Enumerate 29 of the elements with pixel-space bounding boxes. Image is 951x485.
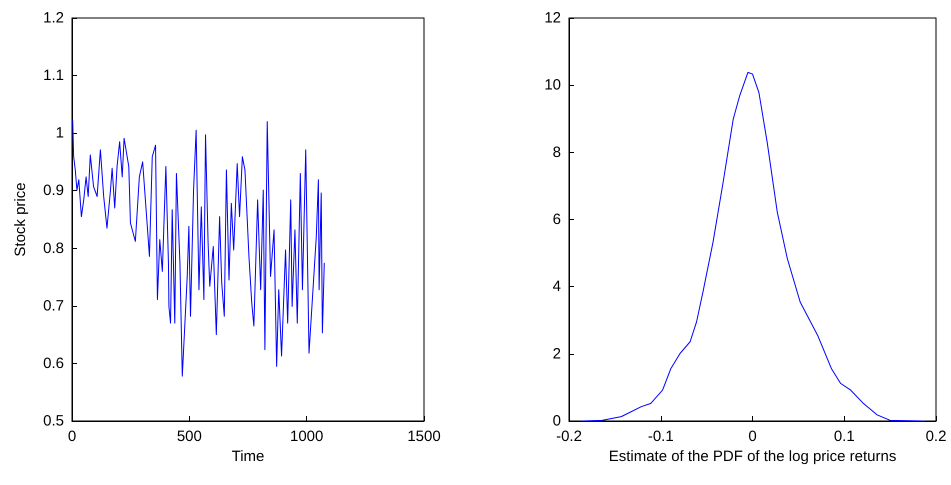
x-axis-title: Estimate of the PDF of the log price returns xyxy=(608,448,896,465)
x-axis-title: Time xyxy=(232,448,264,465)
y-tick-label: 0.7 xyxy=(43,297,64,314)
y-tick-label: 6 xyxy=(552,211,561,228)
x-tick-label: 1000 xyxy=(290,428,324,445)
y-tick-label: 4 xyxy=(552,278,561,296)
line-series xyxy=(581,72,925,422)
y-tick-label: 0.5 xyxy=(43,412,64,430)
x-tick-label: 0.2 xyxy=(926,428,946,445)
x-tick-label: 0 xyxy=(748,428,757,445)
y-axis-title: Stock price xyxy=(12,182,29,257)
x-tick-label: 0.1 xyxy=(834,428,855,445)
y-tick-label: 0 xyxy=(552,412,561,430)
y-tick-label: 0.6 xyxy=(43,354,64,372)
x-tick-label: 1500 xyxy=(407,428,441,445)
y-tick-label: 12 xyxy=(544,10,561,26)
y-tick-label: 2 xyxy=(552,345,561,362)
line-series xyxy=(72,120,325,377)
y-tick-label: 1.1 xyxy=(43,67,64,84)
x-tick-label: 500 xyxy=(176,428,202,445)
y-tick-label: 10 xyxy=(544,76,561,94)
x-tick-label: -0.2 xyxy=(556,428,582,445)
y-tick-label: 8 xyxy=(552,144,561,161)
y-tick-label: 0.8 xyxy=(43,240,64,257)
y-tick-label: 1.2 xyxy=(43,10,64,26)
x-tick-label: 0 xyxy=(68,428,76,445)
y-tick-label: 0.9 xyxy=(43,182,64,200)
y-tick-label: 1 xyxy=(56,124,64,142)
x-tick-label: -0.1 xyxy=(648,428,674,445)
